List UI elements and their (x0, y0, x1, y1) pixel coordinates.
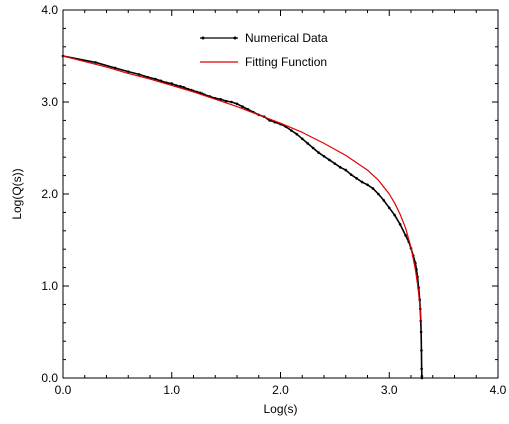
x-axis-label: Log(s) (263, 402, 297, 416)
y-tick-label: 2.0 (41, 187, 58, 201)
x-tick-label: 2.0 (272, 383, 289, 397)
data-point (420, 349, 423, 352)
data-point (290, 129, 293, 132)
series-line-2 (62, 55, 422, 323)
data-point (137, 73, 141, 76)
data-point (366, 183, 369, 187)
legend-marker (233, 36, 237, 40)
data-point (360, 180, 364, 184)
data-point (154, 77, 157, 81)
data-point (300, 137, 304, 141)
y-tick-label: 1.0 (41, 279, 58, 293)
data-point (230, 100, 233, 104)
axis-ticks (62, 9, 499, 379)
data-point (420, 376, 424, 380)
series-line-1 (62, 55, 423, 378)
x-tick-label: 3.0 (381, 383, 398, 397)
data-point (420, 367, 423, 371)
data-point (241, 105, 244, 108)
legend-marker (201, 36, 205, 40)
data-point (419, 330, 423, 334)
data-point (322, 154, 326, 158)
data-point (126, 70, 130, 73)
data-point (94, 61, 97, 64)
data-point (219, 97, 222, 101)
x-tick-label: 0.0 (55, 383, 72, 397)
data-point (311, 146, 315, 150)
data-point (328, 158, 331, 162)
data-point (355, 177, 358, 180)
y-axis-label: Log(Q(s)) (10, 168, 24, 219)
data-point (333, 162, 337, 165)
y-tick-label: 4.0 (41, 3, 58, 17)
data-point (393, 213, 396, 217)
data-point (349, 173, 353, 176)
data-point (235, 102, 239, 106)
x-tick-label: 1.0 (163, 383, 180, 397)
data-point (182, 85, 186, 89)
data-point (344, 168, 348, 172)
data-point (179, 85, 182, 88)
data-point (224, 99, 228, 103)
tick-labels: 0.0 1.0 2.0 3.0 4.0 0.0 1.0 2.0 3.0 4.0 (41, 3, 506, 397)
legend: Numerical Data Fitting Function (200, 31, 328, 69)
data-point (398, 223, 402, 226)
data-point (382, 199, 386, 202)
x-tick-label: 4.0 (490, 383, 507, 397)
series-layer (61, 54, 424, 380)
data-point (387, 206, 391, 210)
data-point (295, 132, 299, 136)
legend-label: Numerical Data (245, 31, 328, 45)
data-point (339, 166, 342, 169)
data-point (306, 142, 309, 145)
data-point (420, 374, 424, 378)
data-point (377, 192, 380, 196)
data-point (371, 187, 375, 190)
legend-label: Fitting Function (245, 55, 327, 69)
data-point (170, 82, 174, 85)
data-point (404, 234, 407, 237)
y-tick-label: 3.0 (41, 95, 58, 109)
data-point (317, 151, 320, 154)
data-point (113, 66, 117, 70)
y-tick-label: 0.0 (41, 371, 58, 385)
